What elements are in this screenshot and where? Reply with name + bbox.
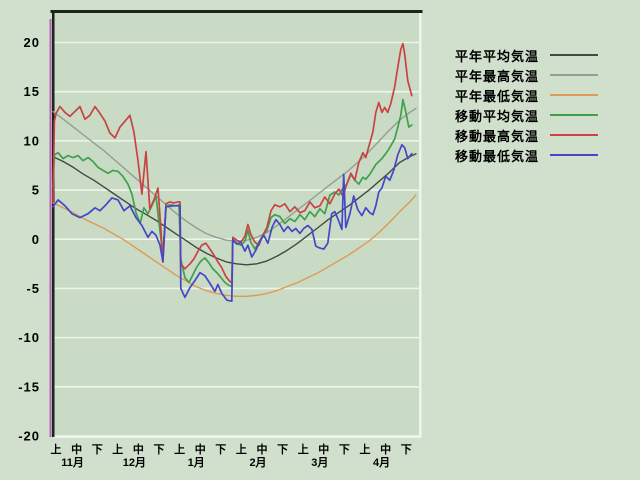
- x-month-label: 2月: [249, 456, 266, 469]
- plot-area: [53, 13, 420, 436]
- y-tick-label: 0: [32, 232, 40, 247]
- series-line-6: [52, 143, 413, 303]
- y-tick-label: 15: [24, 84, 40, 99]
- y-tick-label: -10: [18, 330, 40, 345]
- y-axis-line: [52, 10, 55, 437]
- legend-label: 平年最高気温: [455, 68, 540, 84]
- legend-line-swatch: [550, 114, 598, 116]
- y-tick-label: -5: [26, 281, 40, 296]
- x-tick-label: 中: [257, 442, 268, 456]
- plot-border-bottom: [53, 435, 421, 438]
- x-month-label: 12月: [123, 456, 146, 469]
- chart-legend: 平年平均気温 平年最高気温 平年最低気温 移動平均気温 移動最高気温 移動最低気温: [455, 45, 598, 165]
- x-tick-label: 下: [277, 443, 288, 456]
- x-tick-label: 上: [236, 442, 247, 456]
- legend-line-swatch: [550, 74, 598, 76]
- legend-item-3: 平年最低気温: [455, 85, 598, 105]
- x-tick-label: 中: [318, 442, 329, 456]
- y-tick-label: 10: [24, 133, 40, 148]
- x-tick-label: 中: [133, 442, 144, 456]
- legend-line-swatch: [550, 94, 598, 96]
- legend-label: 移動最低気温: [455, 148, 540, 164]
- x-month-label: 3月: [311, 456, 328, 469]
- legend-label: 移動平均気温: [455, 108, 540, 124]
- legend-label: 平年平均気温: [455, 48, 540, 64]
- x-month-label: 11月: [61, 456, 84, 469]
- x-tick-label: 上: [174, 442, 185, 456]
- series-line-5: [52, 42, 413, 284]
- x-tick-label: 下: [339, 443, 350, 456]
- x-tick-label: 上: [360, 442, 371, 456]
- x-tick-label: 下: [401, 443, 412, 456]
- plot-border-right: [419, 13, 422, 438]
- legend-item-6: 移動最低気温: [455, 145, 598, 165]
- legend-item-1: 平年平均気温: [455, 45, 598, 65]
- x-tick-label: 上: [51, 442, 62, 456]
- legend-label: 平年最低気温: [455, 88, 540, 104]
- x-tick-label: 中: [380, 442, 391, 456]
- y-tick-label: -20: [18, 429, 40, 444]
- x-month-label: 1月: [188, 456, 205, 469]
- y-tick-label: -15: [18, 379, 40, 394]
- magenta-axis-line: [49, 19, 52, 437]
- legend-line-swatch: [550, 154, 598, 156]
- legend-item-5: 移動最高気温: [455, 125, 598, 145]
- plot-border-top: [50, 10, 423, 13]
- legend-line-swatch: [550, 134, 598, 136]
- series-line-1: [52, 152, 417, 266]
- x-month-label: 4月: [373, 456, 390, 469]
- legend-item-4: 移動平均気温: [455, 105, 598, 125]
- x-tick-label: 下: [154, 443, 165, 456]
- legend-item-2: 平年最高気温: [455, 65, 598, 85]
- x-tick-label: 上: [112, 442, 123, 456]
- legend-label: 移動最高気温: [455, 128, 540, 144]
- series-line-3: [52, 194, 417, 297]
- x-tick-label: 下: [215, 443, 226, 456]
- x-tick-label: 上: [298, 442, 309, 456]
- x-tick-label: 下: [92, 443, 103, 456]
- legend-line-swatch: [550, 54, 598, 56]
- x-tick-label: 中: [71, 442, 82, 456]
- y-tick-label: 20: [24, 35, 40, 50]
- x-tick-label: 中: [195, 442, 206, 456]
- y-tick-label: 5: [32, 183, 40, 198]
